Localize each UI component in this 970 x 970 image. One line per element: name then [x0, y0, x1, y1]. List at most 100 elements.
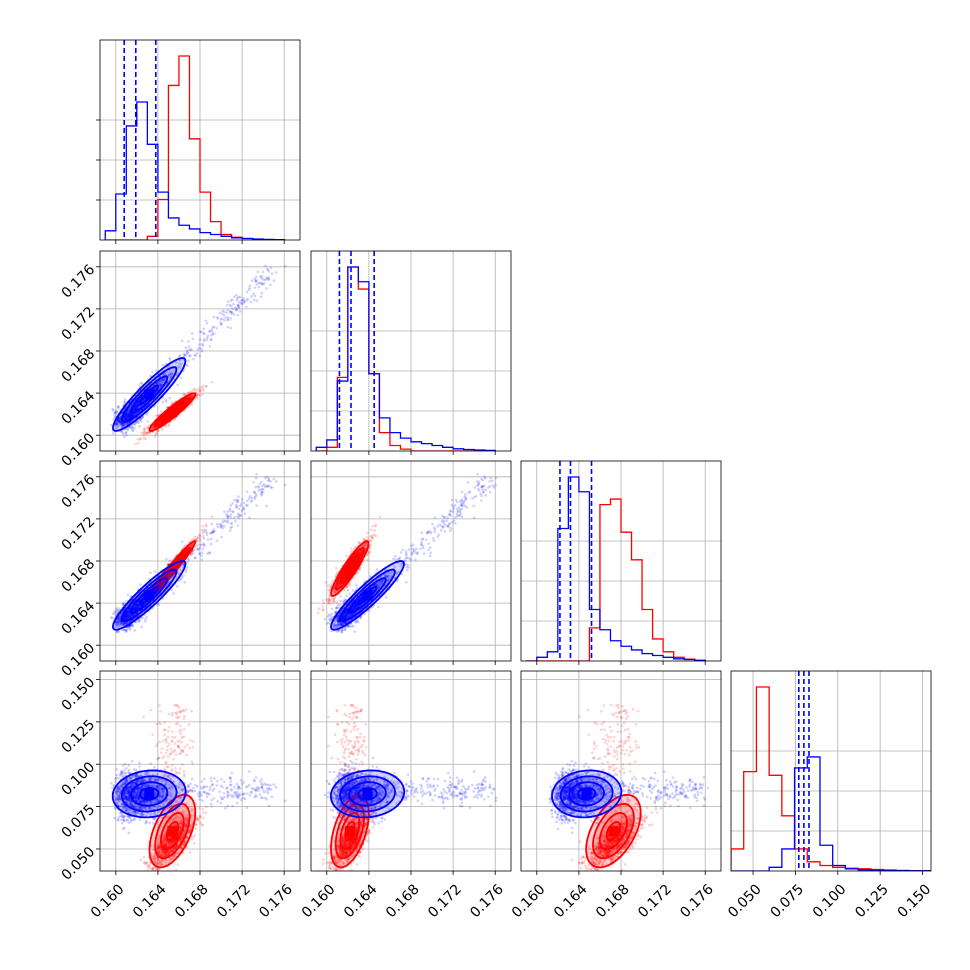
point: [140, 382, 144, 386]
point: [126, 415, 130, 418]
point: [134, 404, 137, 408]
point: [117, 417, 121, 420]
point: [124, 413, 128, 416]
point: [243, 300, 247, 303]
point: [225, 311, 229, 314]
point: [168, 358, 172, 362]
point: [242, 297, 246, 300]
point: [252, 298, 256, 302]
point: [127, 415, 131, 418]
point: [208, 329, 212, 333]
point: [265, 277, 268, 281]
point: [128, 409, 131, 413]
point: [124, 417, 127, 421]
point: [198, 533, 202, 537]
point: [231, 502, 234, 505]
point: [134, 404, 137, 408]
point: [140, 625, 143, 629]
point: [124, 418, 127, 421]
point: [131, 414, 135, 417]
point: [122, 423, 126, 427]
point: [157, 381, 161, 385]
point: [126, 417, 129, 421]
point: [190, 395, 193, 399]
point: [255, 283, 258, 286]
point: [133, 406, 136, 409]
point: [220, 524, 224, 528]
point: [226, 318, 229, 322]
point: [253, 286, 257, 289]
point: [208, 330, 211, 333]
point: [198, 535, 202, 538]
panel-1-0: [96, 250, 301, 455]
point: [127, 609, 130, 613]
point: [162, 377, 166, 381]
point: [183, 409, 187, 413]
point: [222, 313, 226, 317]
point: [195, 539, 198, 543]
point: [265, 504, 268, 508]
point: [135, 605, 139, 608]
point: [116, 421, 120, 424]
point: [134, 412, 137, 416]
point: [198, 343, 201, 346]
point: [164, 416, 167, 420]
panel-2-0: [96, 460, 301, 665]
point: [121, 424, 125, 427]
point: [139, 417, 143, 420]
point: [196, 397, 199, 400]
point: [136, 403, 140, 407]
point: [123, 400, 127, 403]
point: [125, 417, 129, 420]
point: [128, 416, 132, 419]
point: [142, 437, 146, 440]
point: [137, 441, 140, 445]
point: [135, 403, 138, 407]
point: [128, 412, 131, 416]
point: [184, 346, 188, 349]
point: [168, 373, 171, 377]
point: [146, 431, 150, 434]
point: [210, 522, 214, 526]
point: [124, 413, 128, 417]
point: [134, 407, 137, 411]
point: [186, 391, 190, 394]
point: [119, 418, 122, 422]
point: [126, 427, 130, 431]
point: [145, 425, 149, 429]
point: [153, 435, 157, 438]
point: [126, 414, 130, 418]
point: [210, 328, 214, 331]
point: [201, 531, 204, 535]
point: [221, 317, 224, 321]
point: [198, 386, 202, 389]
point: [127, 409, 131, 413]
point: [138, 605, 142, 608]
point: [190, 403, 194, 407]
point: [122, 424, 126, 428]
point: [127, 613, 131, 616]
point: [264, 264, 267, 268]
point: [228, 303, 232, 307]
point: [202, 534, 205, 538]
point: [156, 414, 159, 418]
point: [163, 372, 166, 376]
point: [130, 413, 133, 416]
point: [116, 404, 120, 408]
point: [158, 383, 162, 387]
point: [202, 542, 205, 545]
point: [125, 416, 129, 420]
point: [236, 303, 240, 307]
point: [189, 395, 193, 398]
point: [127, 613, 130, 617]
point: [198, 539, 202, 543]
point: [185, 349, 189, 353]
point: [197, 393, 200, 397]
point: [124, 431, 128, 435]
point: [164, 398, 167, 402]
point: [128, 412, 132, 416]
point: [200, 349, 204, 353]
point: [133, 629, 136, 632]
histogram-series_a: [104, 101, 285, 240]
